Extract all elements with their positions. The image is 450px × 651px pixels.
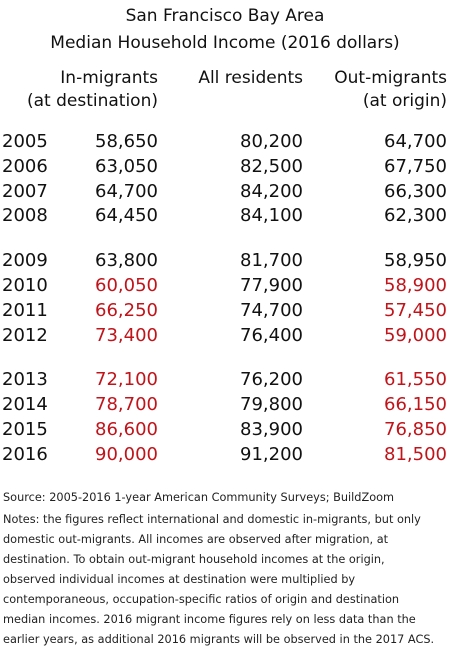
value-cell: 64,700 [95,180,158,202]
year-cell: 2012 [2,324,48,346]
title-line: Median Household Income (2016 dollars) [50,33,400,53]
value-cell: 72,100 [95,369,158,391]
value-cell: 67,750 [384,155,447,177]
value-cell: 84,100 [240,205,303,227]
note-line: contemporaneous, occupation-specific rat… [3,593,400,606]
value-cell: 82,500 [240,155,303,177]
value-cell: 60,050 [95,275,158,296]
note-line: median incomes. 2016 migrant income figu… [3,613,416,626]
value-cell: 62,300 [384,205,447,227]
value-cell: 61,550 [384,369,447,391]
value-cell: 57,450 [384,299,447,321]
column-header: In-migrants [60,68,158,88]
year-cell: 2006 [2,155,48,177]
value-cell: 58,950 [384,250,447,272]
value-cell: 66,150 [384,394,447,416]
note-line: destination. To obtain out-migrant house… [3,553,385,566]
value-cell: 91,200 [240,443,303,465]
source: Source: 2005-2016 1-year American Commun… [3,491,395,504]
note-line: Notes: the figures reflect international… [3,513,421,526]
year-cell: 2009 [2,250,48,272]
column-header: (at origin) [362,91,447,111]
year-cell: 2015 [2,419,48,440]
value-cell: 64,450 [95,205,158,227]
value-cell: 84,200 [240,180,303,202]
title-line: San Francisco Bay Area [125,6,325,26]
value-cell: 81,700 [240,250,303,272]
value-cell: 78,700 [95,394,158,416]
value-cell: 58,900 [384,275,447,296]
value-cell: 90,000 [95,443,158,465]
value-cell: 76,400 [240,324,303,346]
year-cell: 2016 [2,443,48,465]
year-cell: 2007 [2,180,48,202]
note-line: observed individual incomes at destinati… [3,573,356,586]
value-cell: 63,800 [95,250,158,272]
value-cell: 86,600 [95,419,158,440]
year-cell: 2014 [2,394,48,416]
value-cell: 77,900 [240,275,303,296]
value-cell: 76,850 [384,419,447,440]
value-cell: 64,700 [384,131,447,152]
year-cell: 2008 [2,205,48,227]
note-line: earlier years, as additional 2016 migran… [3,633,435,646]
value-cell: 58,650 [95,131,158,152]
value-cell: 59,000 [384,324,447,346]
value-cell: 66,250 [95,299,158,321]
value-cell: 63,050 [95,155,158,177]
year-cell: 2013 [2,369,48,391]
column-header: All residents [198,68,303,88]
note-line: domestic out-migrants. All incomes are o… [3,533,389,546]
year-cell: 2011 [2,299,48,321]
value-cell: 73,400 [95,324,158,346]
column-header: Out-migrants [334,68,447,88]
column-header: (at destination) [26,91,158,111]
year-cell: 2005 [2,131,48,152]
value-cell: 66,300 [384,180,447,202]
value-cell: 79,800 [240,394,303,416]
value-cell: 81,500 [384,443,447,465]
value-cell: 74,700 [240,299,303,321]
value-cell: 80,200 [240,131,303,152]
value-cell: 76,200 [240,369,303,391]
value-cell: 83,900 [240,419,303,440]
year-cell: 2010 [2,275,48,296]
